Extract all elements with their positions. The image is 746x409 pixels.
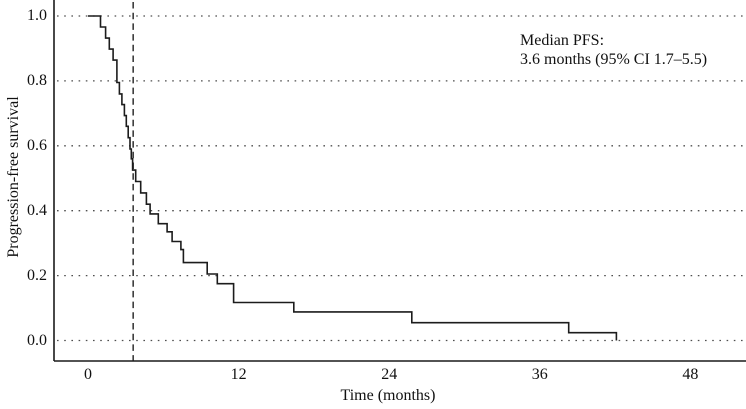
x-axis-title: Time (months) bbox=[340, 387, 436, 404]
x-tick-label: 36 bbox=[531, 366, 548, 383]
y-axis-title: Progression-free survival bbox=[5, 96, 22, 258]
x-tick-label: 12 bbox=[230, 366, 247, 383]
median-annotation: Median PFS: 3.6 months (95% CI 1.7–5.5) bbox=[520, 31, 707, 69]
km-curve bbox=[88, 15, 618, 341]
median-annotation-line1: Median PFS: bbox=[520, 32, 605, 49]
y-tick-label: 0.2 bbox=[27, 266, 47, 284]
y-tick-label: 0.6 bbox=[27, 136, 47, 154]
y-tick-label: 0.0 bbox=[27, 331, 47, 349]
y-tick-label: 1.0 bbox=[27, 7, 47, 24]
y-tick-label: 0.4 bbox=[27, 201, 47, 219]
x-tick-label: 48 bbox=[682, 366, 699, 383]
y-tick-label: 0.8 bbox=[27, 71, 47, 89]
x-tick-label: 24 bbox=[381, 366, 398, 383]
x-tick-label: 0 bbox=[84, 366, 92, 383]
median-annotation-line2: 3.6 months (95% CI 1.7–5.5) bbox=[520, 51, 708, 68]
